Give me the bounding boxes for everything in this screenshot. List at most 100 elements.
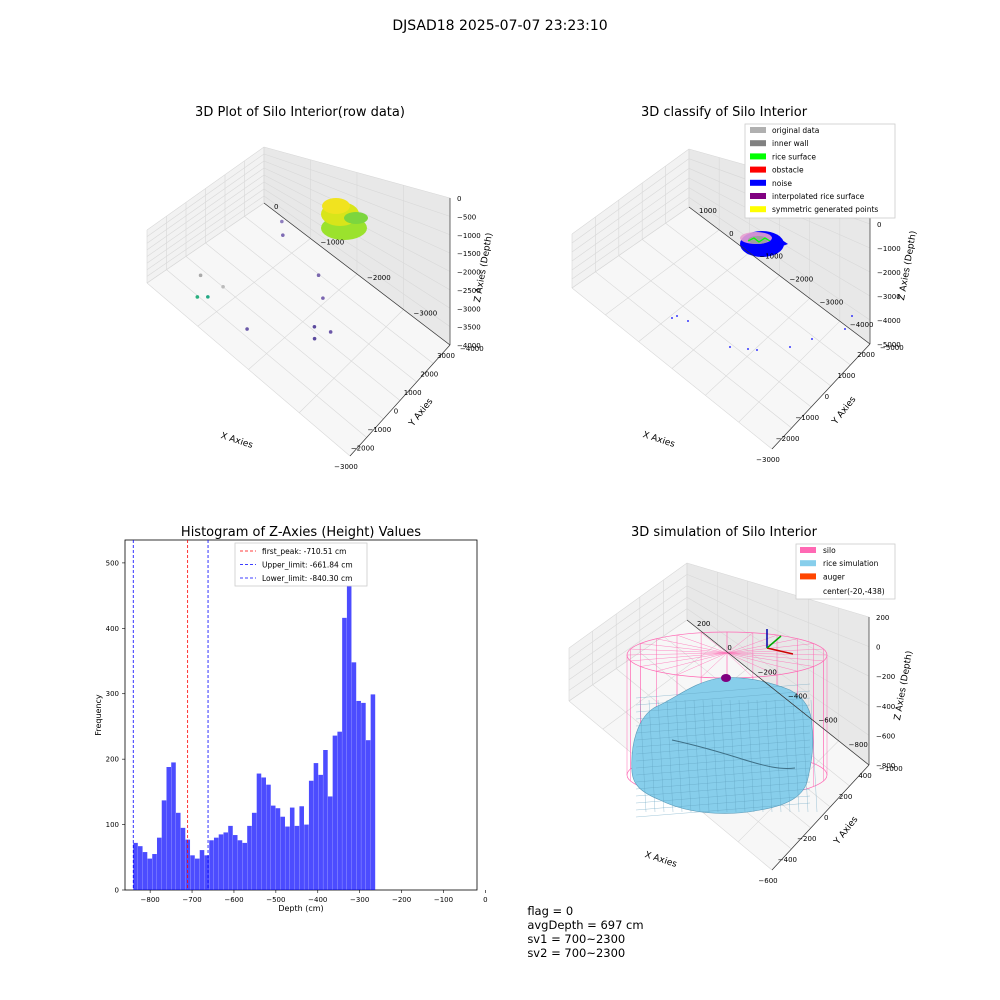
status-sv1: sv1 = 700~2300 [527, 932, 626, 946]
pane-floor [572, 207, 870, 449]
histogram-bar [194, 858, 200, 890]
rice-mesh-line [635, 802, 811, 818]
histogram-bar [209, 840, 214, 890]
panel4-title: 3D simulation of Silo Interior [631, 525, 818, 540]
rice-mesh-line [635, 753, 811, 769]
y-tick-label: −3000 [820, 298, 844, 306]
rice-mesh-line [635, 795, 811, 811]
dense-point-cluster [321, 198, 368, 240]
rice-mesh-line [801, 699, 809, 813]
grid-line [686, 596, 870, 707]
x-tick-label: 200 [839, 793, 852, 801]
y-tick-label: −1000 [321, 239, 345, 247]
panel-histogram: −800 −700 −600 −500 −400 −300 −200 −100 0 0 100 200… [106, 539, 488, 904]
panel-classify: −3000 −2000 −1000 0 1000 2000 1000 0 −1000 −2000 −… [571, 123, 904, 464]
p4-xlabel: X Axies [643, 850, 678, 870]
x-tick-label: −600 [224, 896, 243, 904]
x-tick-label: −400 [308, 896, 327, 904]
legend-label: silo [823, 546, 836, 555]
grid-line [571, 177, 690, 262]
panel1-title: 3D Plot of Silo Interior(row data) [195, 105, 405, 120]
legend-swatch [750, 153, 766, 160]
auger [721, 629, 794, 682]
z-tick-label: −3000 [877, 293, 901, 301]
status-line: flag = 0 avgDepth = 697 cm sv1 = 700~230… [520, 890, 654, 960]
pane-floor [147, 203, 450, 456]
center-annotation: center(-20,-438) [823, 587, 885, 596]
pane-back-left [572, 149, 689, 288]
x-tick-label: −3000 [334, 463, 358, 471]
rice-mesh-line [635, 704, 811, 720]
y-tick-label: 200 [697, 620, 710, 628]
x-tick-label: 0 [394, 408, 398, 416]
status-avg-depth: avgDepth = 697 cm [527, 918, 644, 932]
grid-line [146, 195, 265, 277]
grid-line [705, 298, 810, 396]
silo-spoke [640, 652, 728, 667]
legend-swatch [800, 560, 816, 567]
y-tick-label: 200 [106, 756, 119, 764]
x-tick-label: −200 [392, 896, 411, 904]
p4-ylabel: Y Axies [832, 815, 861, 848]
x-tick-label: −600 [758, 877, 777, 885]
panel-raw-data: −3000 −2000 −1000 0 1000 2000 3000 0 −1000 −2000 −… [146, 146, 484, 471]
grid-line [263, 160, 451, 236]
histogram-bar [327, 796, 333, 890]
grid-line [568, 585, 688, 670]
legend-label: noise [772, 179, 792, 188]
grid-line [738, 320, 841, 423]
histogram-bar [289, 807, 295, 890]
z-tick-label: −1500 [457, 250, 481, 258]
pane-back-left [569, 563, 687, 701]
histogram-bar [218, 834, 224, 890]
histogram-bar [361, 702, 366, 890]
axis-line [686, 619, 870, 766]
silo-spoke [726, 638, 798, 654]
histogram-bar [247, 825, 252, 890]
rice-mesh-line [810, 699, 818, 813]
x-tick-label: 1000 [404, 389, 422, 397]
grid-line [686, 574, 870, 647]
histogram-bar [166, 767, 172, 890]
auger-axis-x [766, 647, 794, 655]
histogram-bar [280, 816, 285, 890]
rice-mesh-line [738, 699, 746, 813]
y-tick-label: −3000 [414, 310, 438, 318]
data-point [195, 295, 200, 299]
legend-histogram: first_peak: -710.51 cm Upper_limit: -661.… [234, 542, 368, 587]
rice-mesh-line [657, 699, 665, 813]
rice-mesh-line [635, 697, 811, 713]
rice-mesh-line [635, 781, 811, 797]
y-tick-label: 400 [106, 625, 119, 633]
data-point [321, 296, 325, 300]
noise-point [811, 338, 813, 340]
rice-mesh-line [639, 699, 647, 813]
z-tick-label: 0 [877, 221, 881, 229]
grid-line [568, 562, 688, 649]
histogram-bar [275, 808, 281, 890]
x-tick-label: −2000 [351, 445, 375, 453]
data-point [328, 330, 333, 334]
x-tick-label: −800 [141, 896, 160, 904]
histogram-bar [161, 800, 167, 890]
x-tick-label: 2000 [857, 351, 875, 359]
histogram-bar [204, 855, 210, 890]
x-tick-label: −400 [778, 856, 797, 864]
grid-line [571, 206, 690, 289]
histogram-bar [299, 806, 304, 890]
grid-line [688, 197, 871, 321]
legend-swatch [800, 547, 816, 553]
legend-label: Lower_limit: -840.30 cm [262, 574, 352, 583]
rice-mesh-line [675, 699, 683, 813]
grid-line [571, 168, 690, 253]
noise-point [687, 320, 689, 322]
rice-mesh-line [635, 718, 811, 734]
z-tick-label: 0 [457, 195, 461, 203]
grid-line [299, 309, 404, 413]
grid-line [571, 197, 690, 280]
auger-marker [721, 674, 731, 682]
histogram-bar [256, 773, 262, 890]
y-tick-label: −2000 [790, 276, 814, 284]
noise-point [844, 328, 846, 330]
x-tick-label: −700 [182, 896, 201, 904]
